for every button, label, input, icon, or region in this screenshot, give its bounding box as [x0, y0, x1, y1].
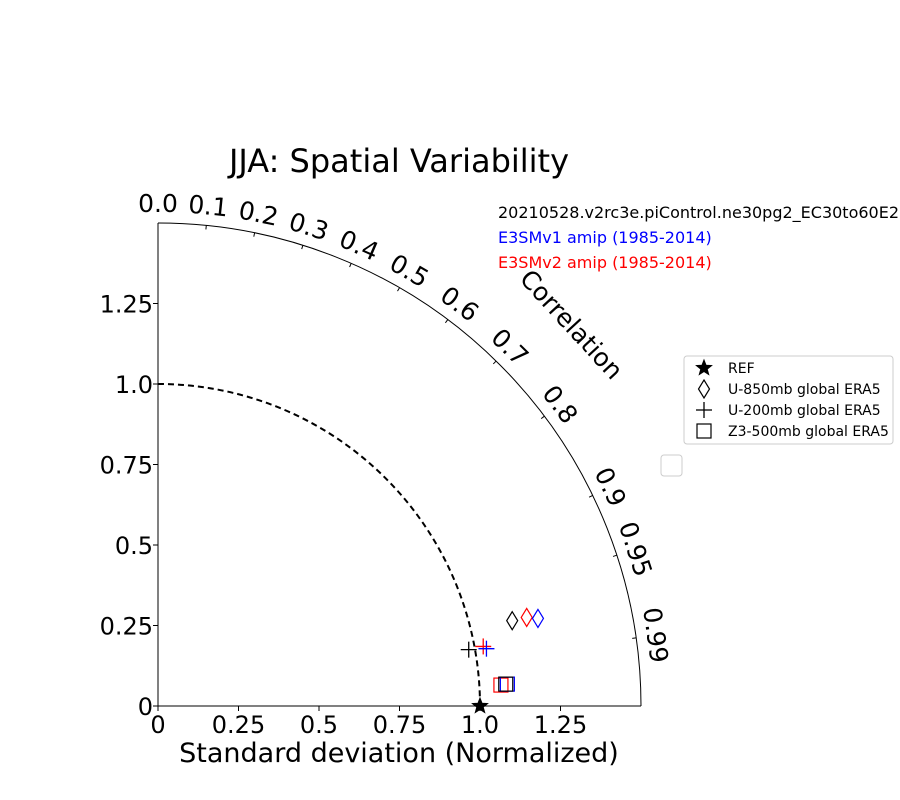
corr-tick	[492, 360, 497, 365]
model-legend-entry: 20210528.v2rc3e.piControl.ne30pg2_EC30to…	[498, 203, 900, 223]
grid-layer	[157, 383, 481, 707]
legend-label: Z3-500mb global ERA5	[728, 424, 889, 440]
corr-tick-label: 0.5	[385, 248, 434, 293]
legend-marker-square	[696, 423, 712, 439]
model-legend-entry: E3SMv2 amip (1985-2014)	[498, 253, 712, 272]
chart-title: JJA: Spatial Variability	[227, 142, 569, 180]
model-legend: 20210528.v2rc3e.piControl.ne30pg2_EC30to…	[498, 203, 900, 272]
data-point-plus	[460, 641, 477, 658]
corr-tick-label: 0.0	[138, 189, 178, 218]
y-tick-label: 0.5	[115, 532, 153, 560]
data-point-plus	[475, 638, 492, 655]
points-layer	[460, 607, 545, 714]
corr-tick	[301, 245, 304, 250]
corr-tick	[588, 495, 593, 498]
corr-tick-label: 0.7	[485, 323, 534, 372]
corr-tick-label: 0.8	[536, 380, 583, 429]
corr-tick-label: 0.4	[335, 224, 383, 266]
empty-legend-box	[660, 454, 683, 477]
corr-tick	[397, 287, 400, 292]
outer-arc	[157, 222, 642, 707]
legend-box	[683, 355, 894, 445]
legend-label: REF	[728, 361, 755, 377]
x-tick-label: 1.25	[534, 711, 587, 739]
x-tick-label: 0	[150, 711, 165, 739]
x-tick-label: 0.75	[373, 711, 426, 739]
corr-tick-label: 0.1	[187, 190, 229, 223]
variable-legend: REF U-850mb global ERA5 U-200mb global ERA…	[660, 355, 894, 477]
x-tick-label: 0.5	[300, 711, 338, 739]
corr-tick-label: 0.2	[236, 195, 281, 231]
legend-marker-plus	[696, 402, 712, 418]
data-point-plus	[478, 640, 495, 657]
correlation-axis-label: Correlation	[514, 264, 629, 385]
corr-tick	[444, 319, 449, 324]
corr-tick	[540, 415, 545, 420]
x-tick-label: 0.25	[212, 711, 265, 739]
y-tick-label: 1.25	[100, 291, 153, 319]
corr-tick-label: 0.95	[613, 518, 658, 580]
legend-label: U-200mb global ERA5	[728, 403, 881, 419]
data-point-square	[498, 676, 514, 692]
data-point-diamond	[505, 610, 519, 631]
legend-marker-diamond	[697, 378, 711, 400]
corr-tick-label: 0.9	[589, 463, 632, 511]
y-tick-label: 0.25	[100, 613, 153, 641]
model-legend-entry: E3SMv1 amip (1985-2014)	[498, 228, 712, 247]
legend-marker-star	[695, 358, 713, 376]
corr-tick-label: 0.6	[435, 280, 484, 327]
data-point-star	[471, 696, 489, 714]
corr-tick	[253, 232, 256, 237]
data-point-diamond	[520, 607, 533, 628]
corr-tick	[349, 263, 352, 268]
corr-tick-label: 0.99	[637, 606, 674, 665]
y-tick-label: 0.75	[100, 452, 153, 480]
legend-label: U-850mb global ERA5	[728, 382, 881, 398]
corr-tick-label: 0.3	[285, 207, 332, 247]
y-tick-label: 1.0	[115, 371, 153, 399]
x-axis-label: Standard deviation (Normalized)	[179, 738, 619, 769]
corr-tick	[632, 637, 637, 639]
reference-std-arc	[157, 383, 481, 707]
x-tick-label: 1.0	[461, 711, 499, 739]
y-tick-label: 0	[138, 693, 153, 721]
corr-tick	[612, 554, 618, 557]
data-point-diamond	[531, 608, 545, 629]
